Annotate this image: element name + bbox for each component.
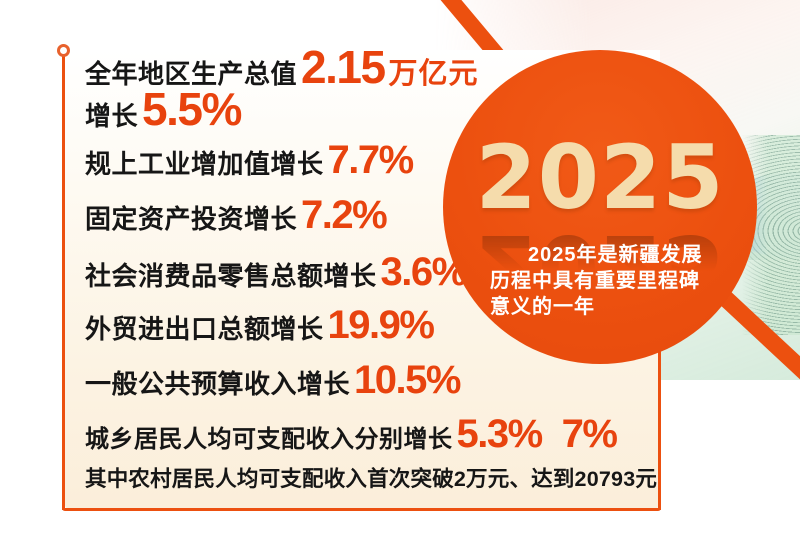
stat-row-industry: 规上工业增加值增长 7.7% xyxy=(85,138,415,183)
badge-caption-line2: 历程中具有重要里程碑 xyxy=(490,270,700,292)
investment-label: 固定资产投资增长 xyxy=(85,204,298,234)
retail-label: 社会消费品零售总额增长 xyxy=(85,261,377,291)
stat-row-rural-note: 其中农村居民人均可支配收入首次突破2万元、达到20793元 xyxy=(85,462,657,493)
budget-value: 10.5% xyxy=(354,358,461,402)
industry-value: 7.7% xyxy=(327,138,415,182)
income-urban-value: 5.3% xyxy=(456,412,544,456)
stat-row-gdp: 全年地区生产总值 2.15 万亿元 xyxy=(85,40,479,94)
year-text: 2025 xyxy=(475,126,725,229)
gdp-label: 全年地区生产总值 xyxy=(85,59,298,89)
badge-caption-line1: 2025年是新疆发展 xyxy=(528,244,703,266)
gdp-growth-value: 5.5% xyxy=(142,83,242,135)
panel-border-left xyxy=(62,52,65,510)
year-badge-circle: 2025 2025 2025年是新疆发展 历程中具有重要里程碑 意义的一年 xyxy=(443,50,757,364)
timeline-dot xyxy=(57,44,70,57)
stat-row-trade: 外贸进出口总额增长 19.9% xyxy=(85,303,435,348)
gdp-unit: 万亿元 xyxy=(388,58,479,90)
panel-border-bottom xyxy=(62,508,661,511)
stat-row-gdp-growth: 增长 5.5% xyxy=(85,82,242,136)
stat-row-budget: 一般公共预算收入增长 10.5% xyxy=(85,358,461,403)
gdp-value: 2.15 xyxy=(301,41,386,93)
trade-label: 外贸进出口总额增长 xyxy=(85,314,324,344)
income-rural-value: 7% xyxy=(561,412,618,456)
trade-value: 19.9% xyxy=(327,303,435,347)
panel-border-right xyxy=(658,348,661,510)
badge-caption-line3: 意义的一年 xyxy=(490,296,595,318)
budget-label: 一般公共预算收入增长 xyxy=(85,369,351,399)
industry-label: 规上工业增加值增长 xyxy=(85,149,324,179)
income-label: 城乡居民人均可支配收入分别增长 xyxy=(85,426,453,453)
rural-note-text: 其中农村居民人均可支配收入首次突破2万元、达到20793元 xyxy=(85,467,658,491)
stat-row-investment: 固定资产投资增长 7.2% xyxy=(85,193,388,238)
stat-row-income: 城乡居民人均可支配收入分别增长 5.3% 7% xyxy=(85,412,618,457)
investment-value: 7.2% xyxy=(301,193,388,237)
stat-row-retail: 社会消费品零售总额增长 3.6% xyxy=(85,250,467,295)
gdp-growth-label: 增长 xyxy=(85,101,139,131)
badge-caption: 2025年是新疆发展 历程中具有重要里程碑 意义的一年 xyxy=(490,242,735,320)
